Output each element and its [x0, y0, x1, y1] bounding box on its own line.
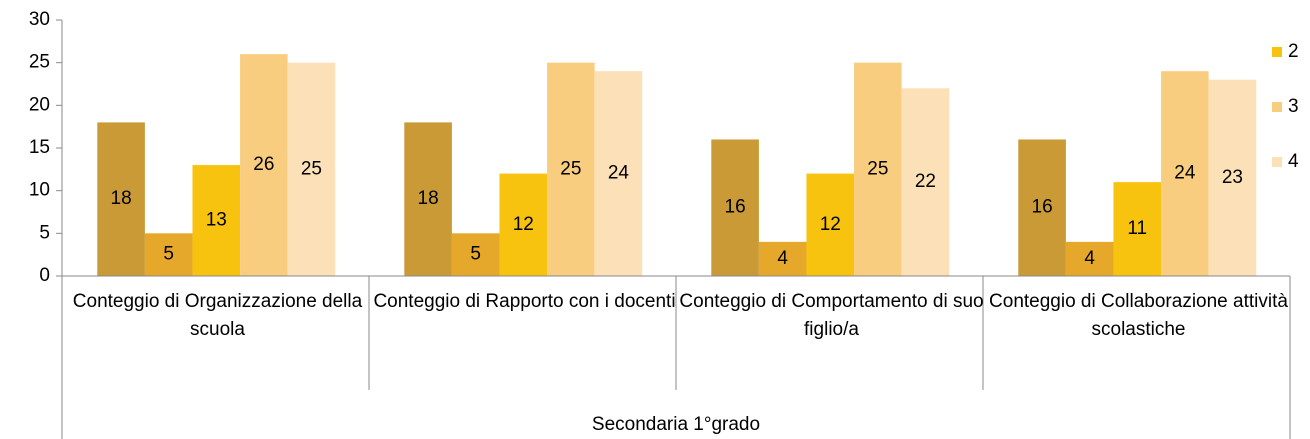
data-label: 18	[111, 188, 132, 209]
bar	[451, 233, 500, 276]
bar	[1208, 79, 1257, 276]
legend-label: 4	[1288, 151, 1299, 172]
data-label: 13	[206, 210, 227, 231]
bar	[711, 139, 759, 276]
data-label: 25	[301, 158, 322, 179]
data-label: 5	[470, 244, 481, 265]
bar	[594, 71, 643, 276]
bar	[547, 62, 595, 276]
bar	[1065, 241, 1114, 276]
data-label: 24	[1174, 163, 1196, 184]
bar	[854, 62, 902, 276]
y-tick-label: 25	[29, 52, 50, 73]
y-tick-label: 0	[39, 265, 50, 286]
bar	[192, 165, 241, 276]
bar	[144, 233, 193, 276]
bar	[758, 241, 807, 276]
legend-swatch	[1272, 102, 1282, 112]
bar	[97, 122, 145, 277]
bar	[806, 173, 855, 276]
data-label: 4	[777, 248, 788, 269]
legend-label: 3	[1288, 96, 1299, 117]
legend-swatch	[1272, 47, 1282, 57]
data-label: 4	[1084, 248, 1095, 269]
y-tick-label: 15	[29, 137, 50, 158]
x-tick-label: Conteggio di Comportamento di suo figlio…	[679, 291, 984, 340]
data-label: 12	[513, 214, 534, 235]
y-tick-label: 20	[29, 94, 50, 115]
x-tick-label: Conteggio di Organizzazione della scuola	[72, 291, 363, 340]
bar	[901, 88, 950, 277]
data-label: 5	[163, 244, 174, 265]
data-label: 25	[560, 158, 581, 179]
y-tick-label: 10	[29, 180, 50, 201]
x-tick-label: Conteggio di Rapporto con i docenti	[373, 291, 676, 312]
data-label: 12	[820, 214, 841, 235]
bar	[1113, 182, 1162, 276]
data-label: 11	[1127, 218, 1147, 239]
data-label: 16	[1032, 197, 1053, 218]
y-tick-label: 5	[39, 222, 50, 243]
data-label: 24	[608, 163, 630, 184]
bar	[287, 62, 336, 276]
legend-swatch	[1272, 157, 1282, 167]
x-tick-label: Conteggio di Collaborazione attività sco…	[989, 291, 1288, 340]
bar	[404, 122, 452, 277]
group-label: Secondaria 1°grado	[592, 414, 760, 435]
legend-label: 2	[1288, 41, 1299, 62]
bar	[1161, 71, 1209, 276]
y-tick-label: 30	[29, 9, 50, 30]
data-label: 25	[867, 158, 888, 179]
bar	[240, 54, 288, 277]
bar	[499, 173, 548, 276]
bar	[1018, 139, 1066, 276]
data-label: 22	[915, 171, 936, 192]
data-label: 26	[253, 154, 274, 175]
data-label: 16	[725, 197, 746, 218]
data-label: 23	[1222, 167, 1243, 188]
data-label: 18	[418, 188, 439, 209]
